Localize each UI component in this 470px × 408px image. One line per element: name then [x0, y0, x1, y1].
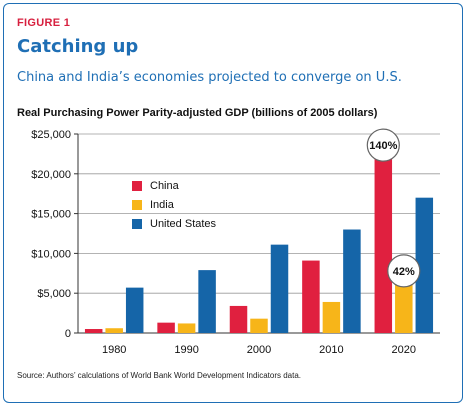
bar-india-2000	[250, 318, 268, 333]
annotation-circle	[387, 254, 421, 288]
bar-china-2000	[229, 305, 248, 333]
figure-label: FIGURE 1	[17, 17, 71, 29]
bar-china-1980	[84, 329, 103, 333]
figure-title: Catching up	[17, 36, 139, 57]
y-tick-label: $10,000	[31, 248, 71, 260]
x-tick-label: 1980	[102, 344, 126, 356]
x-tick-label: 2010	[319, 344, 343, 356]
x-tick-label: 1990	[174, 344, 198, 356]
annotation-circle	[366, 128, 400, 162]
y-tick-label: $15,000	[31, 209, 71, 221]
legend-swatch-united-states	[132, 218, 142, 229]
chart-legend: China India United States	[132, 176, 216, 233]
y-tick-label: $20,000	[31, 169, 71, 181]
annotation-label: 42%	[393, 266, 415, 278]
bar-india-1980	[105, 328, 123, 333]
bar-china-1990	[157, 322, 175, 333]
bar-china-2010	[302, 260, 320, 333]
annotation-label: 140%	[369, 140, 397, 152]
y-tick-label: 0	[65, 328, 71, 340]
legend-item-india: India	[132, 195, 216, 214]
bar-united-states-1980	[125, 287, 144, 333]
bar-india-2010	[322, 301, 341, 333]
legend-swatch-india	[132, 199, 142, 210]
bar-united-states-2000	[270, 244, 289, 333]
bar-india-1990	[177, 323, 196, 333]
figure-subtitle: China and India’s economies projected to…	[17, 70, 402, 85]
bar-united-states-2010	[343, 229, 361, 333]
source-note: Source: Authors’ calculations of World B…	[17, 371, 301, 380]
bar-united-states-2020	[415, 197, 434, 333]
legend-item-china: China	[132, 176, 216, 195]
chart-title: Real Purchasing Power Parity-adjusted GD…	[17, 107, 378, 119]
legend-swatch-china	[132, 180, 142, 191]
y-tick-label: $25,000	[31, 129, 71, 141]
legend-label-china: China	[150, 179, 179, 192]
bar-united-states-1990	[198, 270, 216, 333]
legend-label-united-states: United States	[150, 217, 217, 230]
bar-china-2020	[374, 157, 393, 333]
bar-india-2020	[395, 283, 413, 333]
legend-label-india: India	[150, 198, 174, 211]
y-tick-label: $5,000	[37, 288, 71, 300]
x-tick-label: 2000	[247, 344, 271, 356]
legend-item-united-states: United States	[132, 214, 216, 233]
x-tick-label: 2020	[392, 344, 416, 356]
